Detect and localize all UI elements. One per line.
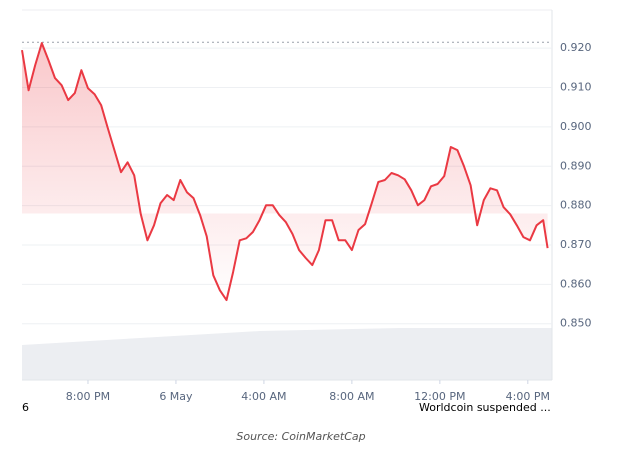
y-tick-label: 0.910 xyxy=(560,81,592,94)
source: Source: CoinMarketCap xyxy=(236,430,365,443)
y-tick-label: 0.870 xyxy=(560,238,592,251)
annotation: 6 xyxy=(22,401,29,414)
y-tick-label: 0.860 xyxy=(560,277,592,290)
price-line xyxy=(21,42,549,302)
x-tick-label: 6 May xyxy=(159,390,193,403)
y-tick-label: 0.900 xyxy=(560,120,592,133)
x-tick-label: 12:00 PM xyxy=(414,390,465,403)
y-tick-label: 0.920 xyxy=(560,41,592,54)
annotation: Worldcoin suspended ... xyxy=(419,401,551,414)
y-tick-label: 0.890 xyxy=(560,159,592,172)
x-tick-label: 4:00 AM xyxy=(241,390,286,403)
y-tick-label: 0.880 xyxy=(560,199,592,212)
volume-background xyxy=(22,328,552,380)
x-tick-label: 4:00 PM xyxy=(506,390,550,403)
area xyxy=(22,43,548,301)
y-tick-label: 0.850 xyxy=(560,317,592,330)
x-tick-label: 8:00 AM xyxy=(329,390,374,403)
x-tick-label: 8:00 PM xyxy=(66,390,110,403)
